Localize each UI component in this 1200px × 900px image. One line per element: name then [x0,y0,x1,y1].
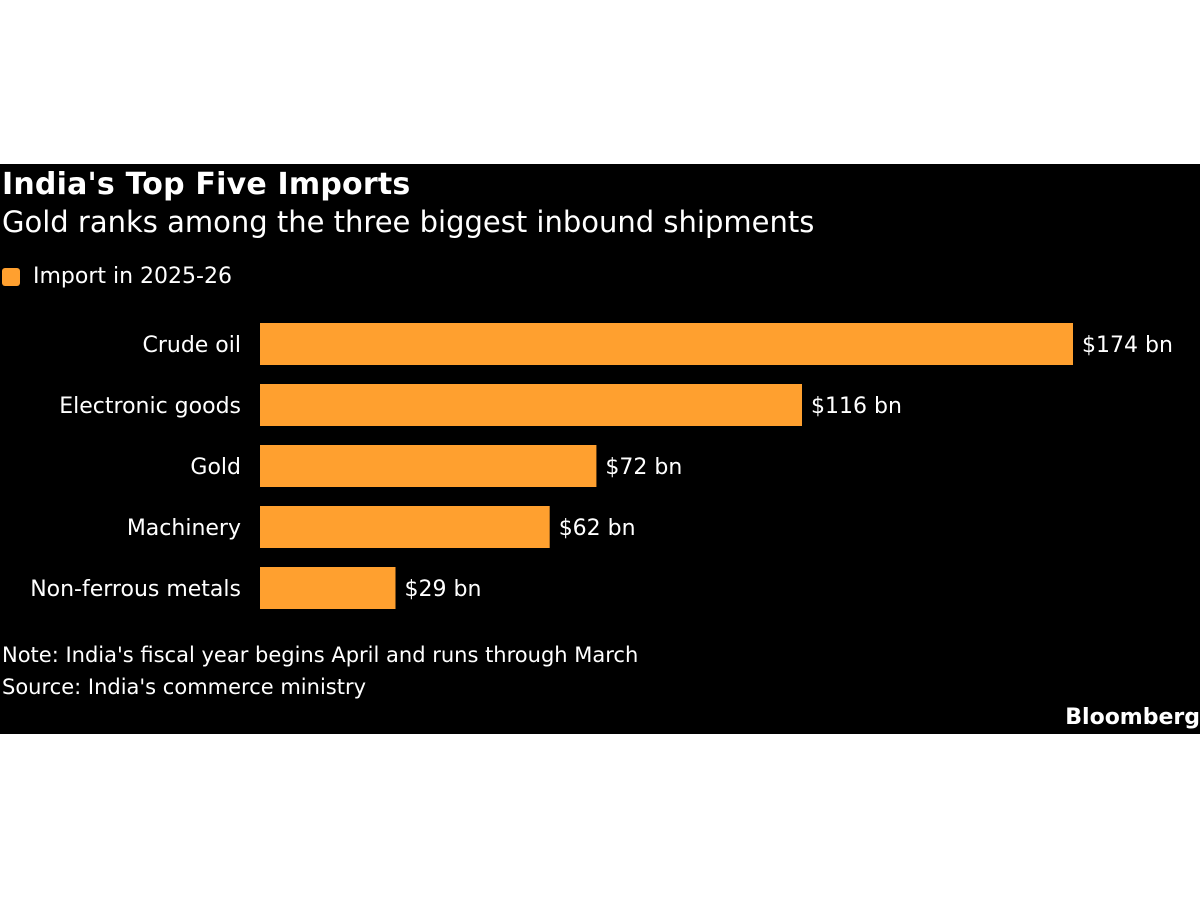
bloomberg-logo: Bloomberg [1065,705,1200,730]
bar-electronic-goods [260,384,802,426]
category-label: Non-ferrous metals [30,577,241,602]
bar-gold [260,445,597,487]
chart-source: Source: India's commerce ministry [2,675,367,699]
chart-note: Note: India's fiscal year begins April a… [2,643,639,667]
bar-chart: Crude oil $174 bn Electronic goods $116 bn G… [30,323,1173,609]
chart-subtitle: Gold ranks among the three biggest inbou… [2,205,815,239]
legend-swatch [2,268,20,286]
value-label: $174 bn [1082,333,1173,358]
bar-non-ferrous-metals [260,567,396,609]
bar-crude-oil [260,323,1073,365]
category-label: Gold [190,455,241,480]
value-label: $29 bn [405,577,482,602]
legend: Import in 2025-26 [2,262,232,292]
category-label: Electronic goods [59,394,241,419]
category-label: Machinery [127,516,241,541]
category-label: Crude oil [142,333,241,358]
value-label: $62 bn [559,516,636,541]
chart-title: India's Top Five Imports [2,167,411,202]
legend-label: Import in 2025-26 [33,264,232,289]
value-label: $72 bn [605,455,682,480]
chart-panel: India's Top Five Imports Gold ranks amon… [0,164,1200,734]
bar-machinery [260,506,550,548]
value-label: $116 bn [811,394,902,419]
